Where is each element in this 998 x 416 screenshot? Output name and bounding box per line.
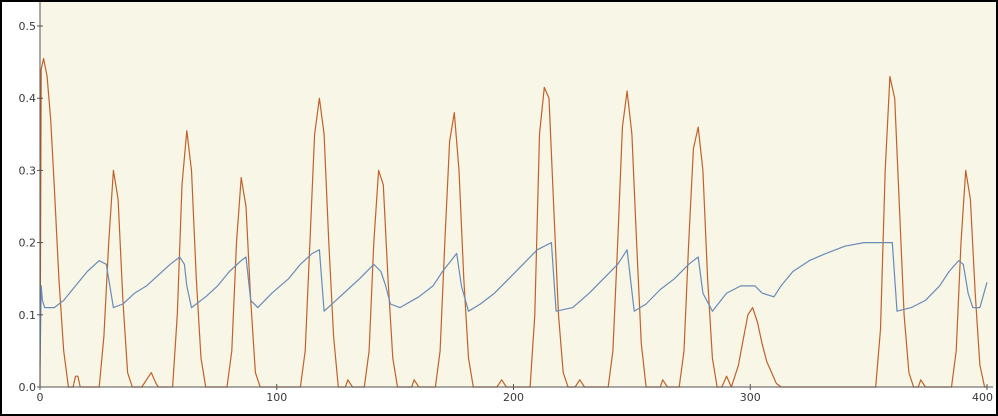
plot-background	[40, 2, 996, 387]
x-tick-label: 200	[503, 391, 524, 404]
y-tick-label: 0.0	[19, 381, 37, 394]
x-tick-label: 100	[266, 391, 287, 404]
series-layer	[39, 57, 988, 388]
series-line-2	[39, 242, 988, 366]
y-tick-label: 0.5	[19, 20, 37, 33]
y-tick-label: 0.2	[19, 237, 37, 250]
axes-layer: 0.0 0.1 0.2 0.3 0.4 0.5 0 100 200 300 400	[19, 2, 993, 404]
y-tick-label: 0.1	[19, 309, 37, 322]
y-tick-label: 0.4	[19, 92, 37, 105]
y-tick-label: 0.3	[19, 164, 37, 177]
x-tick-label: 300	[740, 391, 761, 404]
x-tick-label: 0	[37, 391, 44, 404]
series-line-1	[39, 57, 987, 388]
x-tick-label: 400	[972, 391, 993, 404]
